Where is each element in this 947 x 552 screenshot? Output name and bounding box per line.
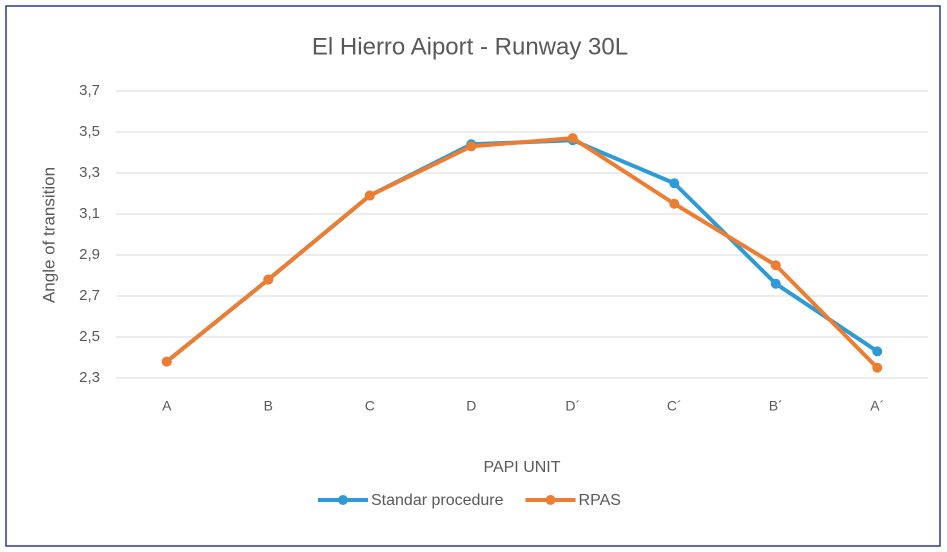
x-tick-label: C´: [667, 398, 682, 414]
legend-marker: [338, 495, 348, 505]
x-axis-label: PAPI UNIT: [483, 459, 560, 476]
y-tick-label: 3,5: [79, 123, 100, 140]
legend-label: RPAS: [579, 492, 621, 509]
data-point: [770, 278, 781, 289]
y-tick-label: 3,1: [79, 205, 100, 222]
y-tick-label: 2,9: [79, 246, 100, 263]
x-tick-label: C: [365, 398, 375, 414]
x-tick-label: B´: [769, 398, 783, 414]
legend-marker: [545, 495, 556, 505]
data-point: [364, 190, 375, 201]
x-tick-label: D: [466, 398, 476, 414]
data-point: [872, 362, 883, 373]
y-tick-label: 2,3: [79, 369, 100, 386]
data-point: [770, 260, 781, 271]
y-tick-label: 3,3: [79, 164, 100, 181]
chart-border: [5, 5, 941, 547]
y-axis-label: Angle of transition: [39, 167, 58, 303]
data-point: [567, 133, 578, 144]
x-tick-label: A: [162, 398, 172, 414]
data-point: [669, 178, 680, 189]
data-point: [872, 346, 883, 357]
data-point: [263, 274, 274, 285]
legend-label: Standar procedure: [371, 492, 504, 509]
y-tick-label: 3,7: [79, 82, 100, 99]
x-tick-label: A´: [870, 398, 884, 414]
x-tick-label: B: [264, 398, 273, 414]
data-point: [161, 356, 172, 367]
data-point: [669, 198, 680, 209]
data-point: [466, 141, 477, 152]
series-line: [165, 136, 879, 370]
x-tick-label: D´: [565, 398, 580, 414]
y-tick-label: 2,7: [79, 287, 100, 304]
chart-title: El Hierro Aiport - Runway 30L: [312, 33, 628, 60]
y-tick-label: 2,5: [79, 328, 100, 345]
